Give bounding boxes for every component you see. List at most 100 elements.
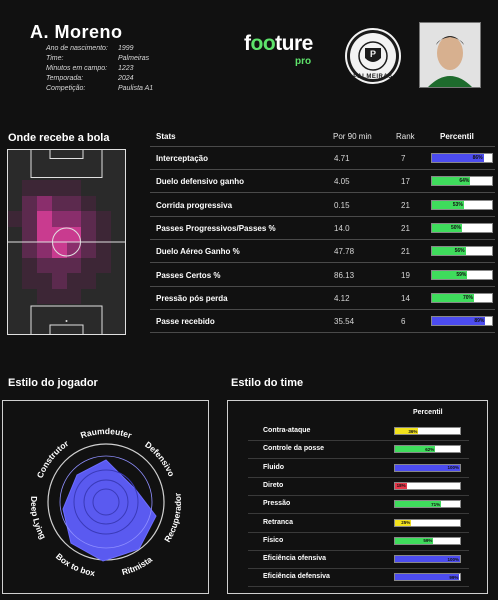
- team-style-row: Direto 18%: [248, 478, 469, 496]
- heatmap-cell: [51, 319, 67, 335]
- row-divider: [150, 215, 495, 217]
- heatmap-cell: [21, 211, 38, 227]
- heatmap-cell: [51, 288, 67, 305]
- heatmap-cell: [21, 257, 38, 274]
- heatmap-cell: [7, 226, 23, 243]
- heatmap-cell: [21, 242, 38, 258]
- team-percentile-bar: 100%: [394, 463, 461, 472]
- row-divider: [150, 308, 495, 310]
- percentile-bar: 56%: [431, 246, 493, 257]
- team-style-name: Eficiência ofensiva: [263, 555, 327, 563]
- heatmap-cell: [66, 211, 82, 227]
- heatmap-cell: [81, 164, 97, 181]
- heatmap-cell: [111, 149, 126, 165]
- team-percentile-fill: 59%: [395, 537, 434, 544]
- radar-axis-label-text: Defensivo: [143, 439, 177, 478]
- stat-name: Interceptação: [156, 154, 209, 163]
- stats-header-divider: [150, 146, 495, 147]
- stat-row: Passes Certos % 86.13 19 59%: [150, 265, 495, 288]
- team-percentile-fill: 100%: [395, 464, 460, 471]
- team-percentile-bar: 62%: [394, 445, 461, 454]
- heatmap-cell: [111, 195, 126, 212]
- radar-chart: Raumdeuter Defensivo Recuperador Ritmista Bo…: [29, 426, 183, 578]
- team-percentile-label: 100%: [447, 556, 459, 562]
- heatmap-cell: [21, 195, 38, 212]
- heatmap-title: Onde recebe a bola: [8, 132, 110, 144]
- heatmap-cell: [111, 242, 126, 258]
- percentile-bar: 53%: [431, 199, 493, 210]
- heatmap-cell: [111, 257, 126, 274]
- team-style-row: Físico 59%: [248, 533, 469, 551]
- team-style-row: Pressão 71%: [248, 496, 469, 515]
- heatmap-cell: [7, 288, 23, 305]
- player-style-radar: Raumdeuter Defensivo Recuperador Ritmista Bo…: [2, 400, 209, 594]
- player-photo: [419, 22, 481, 88]
- heatmap-cell: [36, 211, 53, 227]
- stat-per90: 4.71: [334, 154, 350, 163]
- heatmap-cell: [36, 288, 53, 305]
- team-style-name: Contra-ataque: [263, 427, 311, 434]
- team-percentile-bar: 71%: [394, 500, 461, 509]
- stat-per90: 35.54: [334, 317, 355, 327]
- heatmap-cell: [66, 164, 82, 181]
- percentile-bar: 70%: [431, 292, 493, 303]
- stats-header-rank: Rank: [396, 132, 415, 141]
- percentile-bar: 50%: [431, 222, 493, 233]
- team-percentile-fill: 99%: [395, 574, 460, 581]
- percentile-fill: 59%: [432, 270, 468, 279]
- team-row-divider: [248, 458, 469, 460]
- stat-rank: 21: [401, 223, 410, 233]
- heatmap-cell: [21, 149, 38, 165]
- team-percentile-bar: 59%: [394, 536, 461, 545]
- team-row-divider: [248, 586, 469, 588]
- radar-axis-label-text: Deep Lying: [29, 496, 48, 541]
- heatmap-cell: [7, 149, 23, 165]
- heatmap-cell: [111, 319, 126, 335]
- percentile-bar: 64%: [431, 176, 493, 187]
- radar-axis-label-text: Ritmista: [121, 554, 155, 577]
- brand-text-oo: oo: [250, 32, 276, 55]
- percentile-fill: 70%: [432, 293, 474, 302]
- heatmap-cell: [111, 211, 126, 227]
- heatmap-cell: [7, 257, 23, 274]
- footure-logo: footure: [244, 32, 313, 56]
- heatmap-cell: [51, 180, 67, 196]
- row-divider: [150, 262, 495, 264]
- team-percentile-bar: 99%: [394, 573, 461, 582]
- heatmap-cell: [66, 288, 82, 305]
- heatmap-cell: [96, 242, 112, 258]
- heatmap-cell: [66, 226, 82, 243]
- stat-row: Duelo defensivo ganho 4.05 17 64%: [150, 171, 495, 194]
- heatmap-cell: [81, 257, 97, 274]
- stat-row: Passes Progressivos/Passes % 14.0 21 50%: [150, 218, 495, 241]
- svg-text:P: P: [370, 49, 376, 59]
- heatmap-cell: [7, 211, 23, 227]
- radar-shape: [62, 459, 157, 562]
- svg-text:PALMEIRAS: PALMEIRAS: [353, 74, 392, 80]
- info-label: Temporada:: [46, 75, 84, 82]
- heatmap-cell: [36, 319, 53, 335]
- team-percentile-bar: 18%: [394, 481, 461, 490]
- percentile-bar: 86%: [431, 153, 493, 163]
- heatmap-cell: [51, 226, 67, 243]
- heatmap-cell: [51, 257, 67, 274]
- heatmap-cell: [111, 180, 126, 196]
- info-row: Competição: Paulista A1: [46, 84, 153, 94]
- heatmap-cell: [36, 164, 53, 181]
- stat-per90: 4.12: [334, 293, 350, 303]
- stats-header-percentile: Percentil: [440, 132, 474, 141]
- team-style-name: Físico: [263, 536, 284, 544]
- team-style-row: Controle da posse 62%: [248, 441, 469, 460]
- heatmap-cell: [96, 226, 112, 243]
- heatmap-cell: [111, 304, 126, 320]
- team-percentile-label: 59%: [423, 538, 433, 544]
- heatmap-cell: [66, 304, 82, 320]
- stat-rank: 21: [401, 247, 410, 257]
- heatmap-cell: [51, 164, 67, 181]
- heatmap-cell: [96, 257, 112, 274]
- stat-name: Corrida progressiva: [156, 200, 233, 210]
- percentile-label: 53%: [452, 201, 463, 208]
- stat-name: Passes Progressivos/Passes %: [156, 223, 276, 233]
- heatmap-cell: [81, 242, 97, 258]
- stats-header-per90: Por 90 min: [333, 132, 372, 141]
